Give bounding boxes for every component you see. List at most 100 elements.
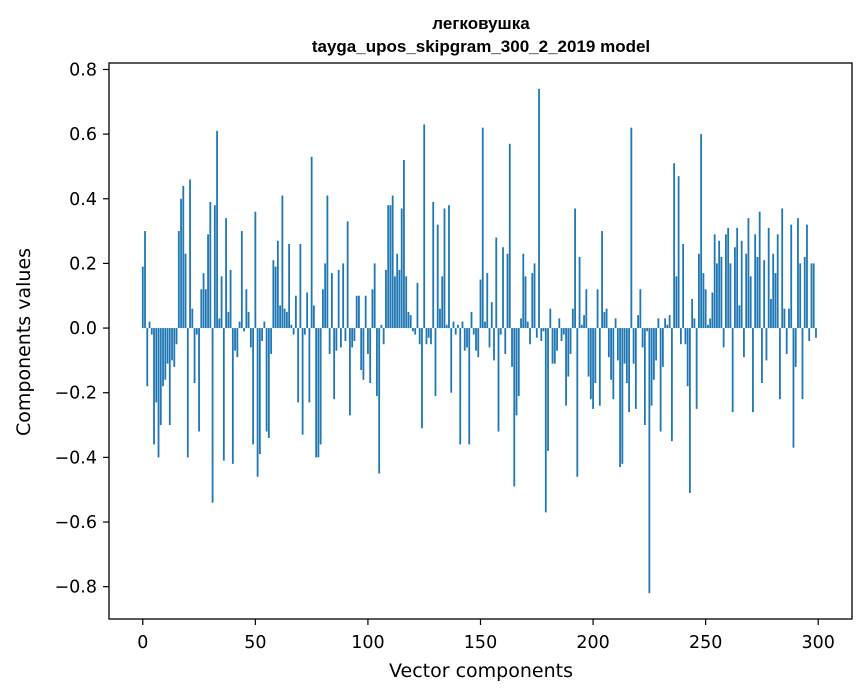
bar-131 [436, 224, 439, 329]
bar-111 [391, 195, 394, 329]
bar-72 [303, 328, 306, 335]
bar-97 [360, 328, 363, 371]
bar-22 [191, 308, 194, 329]
bar-43 [238, 321, 241, 329]
bar-99 [364, 295, 367, 329]
bar-102 [371, 289, 374, 329]
bar-192 [574, 208, 576, 329]
bar-236 [673, 163, 676, 329]
bar-253 [711, 292, 714, 329]
bar-255 [716, 263, 718, 329]
bar-162 [506, 253, 509, 329]
bar-39 [229, 269, 232, 329]
bar-137 [450, 328, 453, 393]
bar-121 [414, 328, 417, 335]
bar-150 [479, 279, 482, 329]
bar-46 [245, 289, 248, 329]
bar-265 [738, 305, 741, 329]
bar-84 [331, 273, 333, 329]
bar-208 [610, 328, 612, 380]
bar-66 [290, 324, 293, 329]
bar-130 [434, 328, 437, 396]
bar-114 [398, 269, 401, 329]
bar-248 [700, 134, 703, 329]
bar-40 [231, 328, 234, 464]
bar-77 [315, 328, 318, 458]
bar-118 [407, 311, 410, 329]
bar-71 [301, 328, 304, 435]
x-axis-label: Vector components [389, 660, 573, 682]
bar-54 [263, 321, 266, 329]
bar-145 [468, 328, 471, 445]
bar-147 [472, 328, 475, 335]
bar-207 [607, 328, 610, 358]
bar-186 [560, 328, 563, 341]
bar-269 [747, 218, 750, 329]
bar-105 [378, 328, 381, 474]
bar-70 [299, 244, 302, 329]
bar-90 [344, 328, 347, 341]
bar-62 [281, 195, 284, 329]
bar-98 [362, 328, 365, 380]
bar-211 [616, 328, 619, 361]
bar-258 [722, 328, 725, 348]
bar-267 [743, 328, 745, 358]
bar-298 [812, 263, 815, 329]
bar-297 [810, 263, 813, 329]
bar-128 [430, 328, 432, 345]
bar-259 [725, 234, 727, 329]
bar-126 [425, 328, 428, 345]
bar-20 [186, 328, 189, 458]
bar-155 [490, 302, 493, 329]
bar-165 [513, 328, 516, 487]
bar-37 [225, 218, 227, 329]
bar-246 [695, 328, 698, 409]
bar-55 [265, 328, 268, 432]
bar-224 [646, 328, 649, 332]
bar-30 [209, 202, 212, 329]
bar-25 [198, 328, 200, 432]
bar-179 [544, 328, 547, 513]
bar-198 [587, 328, 590, 377]
bar-60 [276, 240, 279, 329]
bar-212 [619, 328, 621, 468]
bar-152 [484, 321, 486, 329]
x-tick-label: 200 [576, 633, 609, 653]
bar-240 [682, 244, 685, 329]
bar-273 [756, 256, 759, 329]
bar-73 [306, 292, 309, 329]
bar-233 [666, 324, 669, 329]
bar-53 [261, 328, 263, 341]
bar-135 [445, 324, 448, 329]
bar-177 [540, 328, 543, 341]
bar-282 [776, 234, 779, 329]
bar-87 [337, 269, 340, 329]
bar-93 [351, 328, 354, 348]
bar-237 [675, 276, 678, 329]
bar-7 [157, 328, 160, 458]
bar-32 [213, 205, 216, 329]
bar-17 [180, 198, 182, 329]
bar-175 [535, 328, 538, 338]
bar-291 [797, 218, 799, 329]
bar-47 [247, 311, 250, 329]
bar-218 [632, 328, 635, 364]
bar-1 [144, 231, 146, 329]
bar-287 [788, 308, 790, 329]
bar-213 [621, 328, 624, 464]
bar-234 [668, 315, 671, 329]
bar-76 [312, 305, 315, 329]
bar-257 [720, 256, 723, 329]
bar-27 [202, 273, 205, 329]
bar-189 [567, 328, 570, 377]
bar-33 [216, 130, 218, 329]
bar-182 [551, 328, 554, 364]
bar-277 [765, 328, 768, 361]
x-tick-label: 0 [137, 633, 148, 653]
bar-279 [770, 298, 772, 329]
bar-203 [598, 328, 601, 406]
bar-191 [571, 308, 574, 329]
x-tick-label: 250 [689, 633, 722, 653]
bar-270 [749, 276, 752, 329]
y-axis-ticks: 0.8 0.6 0.4 0.2 0.0 −0.2 −0.4 −0.6 −0.8 [55, 60, 109, 598]
